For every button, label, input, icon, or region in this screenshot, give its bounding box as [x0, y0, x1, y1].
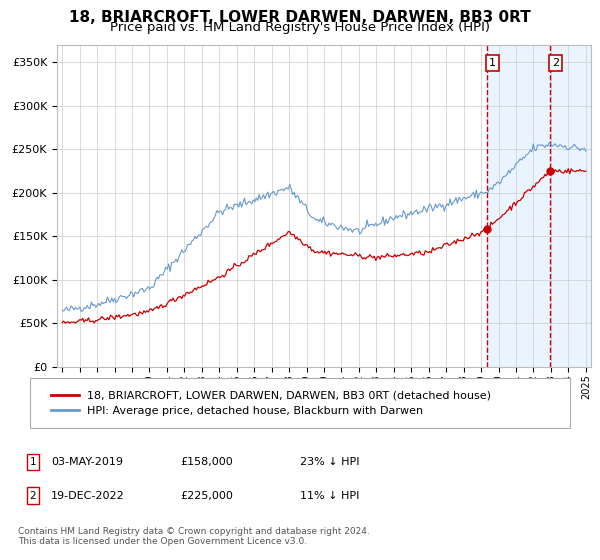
Text: Contains HM Land Registry data © Crown copyright and database right 2024.
This d: Contains HM Land Registry data © Crown c…: [18, 526, 370, 546]
Bar: [487, 45, 591, 367]
Text: 11% ↓ HPI: 11% ↓ HPI: [300, 491, 359, 501]
Text: Price paid vs. HM Land Registry's House Price Index (HPI): Price paid vs. HM Land Registry's House …: [110, 21, 490, 34]
Text: 2: 2: [552, 58, 559, 68]
Text: 19-DEC-2022: 19-DEC-2022: [51, 491, 125, 501]
Text: 2: 2: [29, 491, 37, 501]
Text: 03-MAY-2019: 03-MAY-2019: [51, 457, 123, 467]
Text: 18, BRIARCROFT, LOWER DARWEN, DARWEN, BB3 0RT: 18, BRIARCROFT, LOWER DARWEN, DARWEN, BB…: [69, 10, 531, 25]
Text: 1: 1: [29, 457, 37, 467]
Text: £225,000: £225,000: [180, 491, 233, 501]
Text: £158,000: £158,000: [180, 457, 233, 467]
Text: 1: 1: [489, 58, 496, 68]
Legend: 18, BRIARCROFT, LOWER DARWEN, DARWEN, BB3 0RT (detached house), HPI: Average pri: 18, BRIARCROFT, LOWER DARWEN, DARWEN, BB…: [46, 386, 496, 421]
Text: 23% ↓ HPI: 23% ↓ HPI: [300, 457, 359, 467]
FancyBboxPatch shape: [30, 378, 570, 428]
